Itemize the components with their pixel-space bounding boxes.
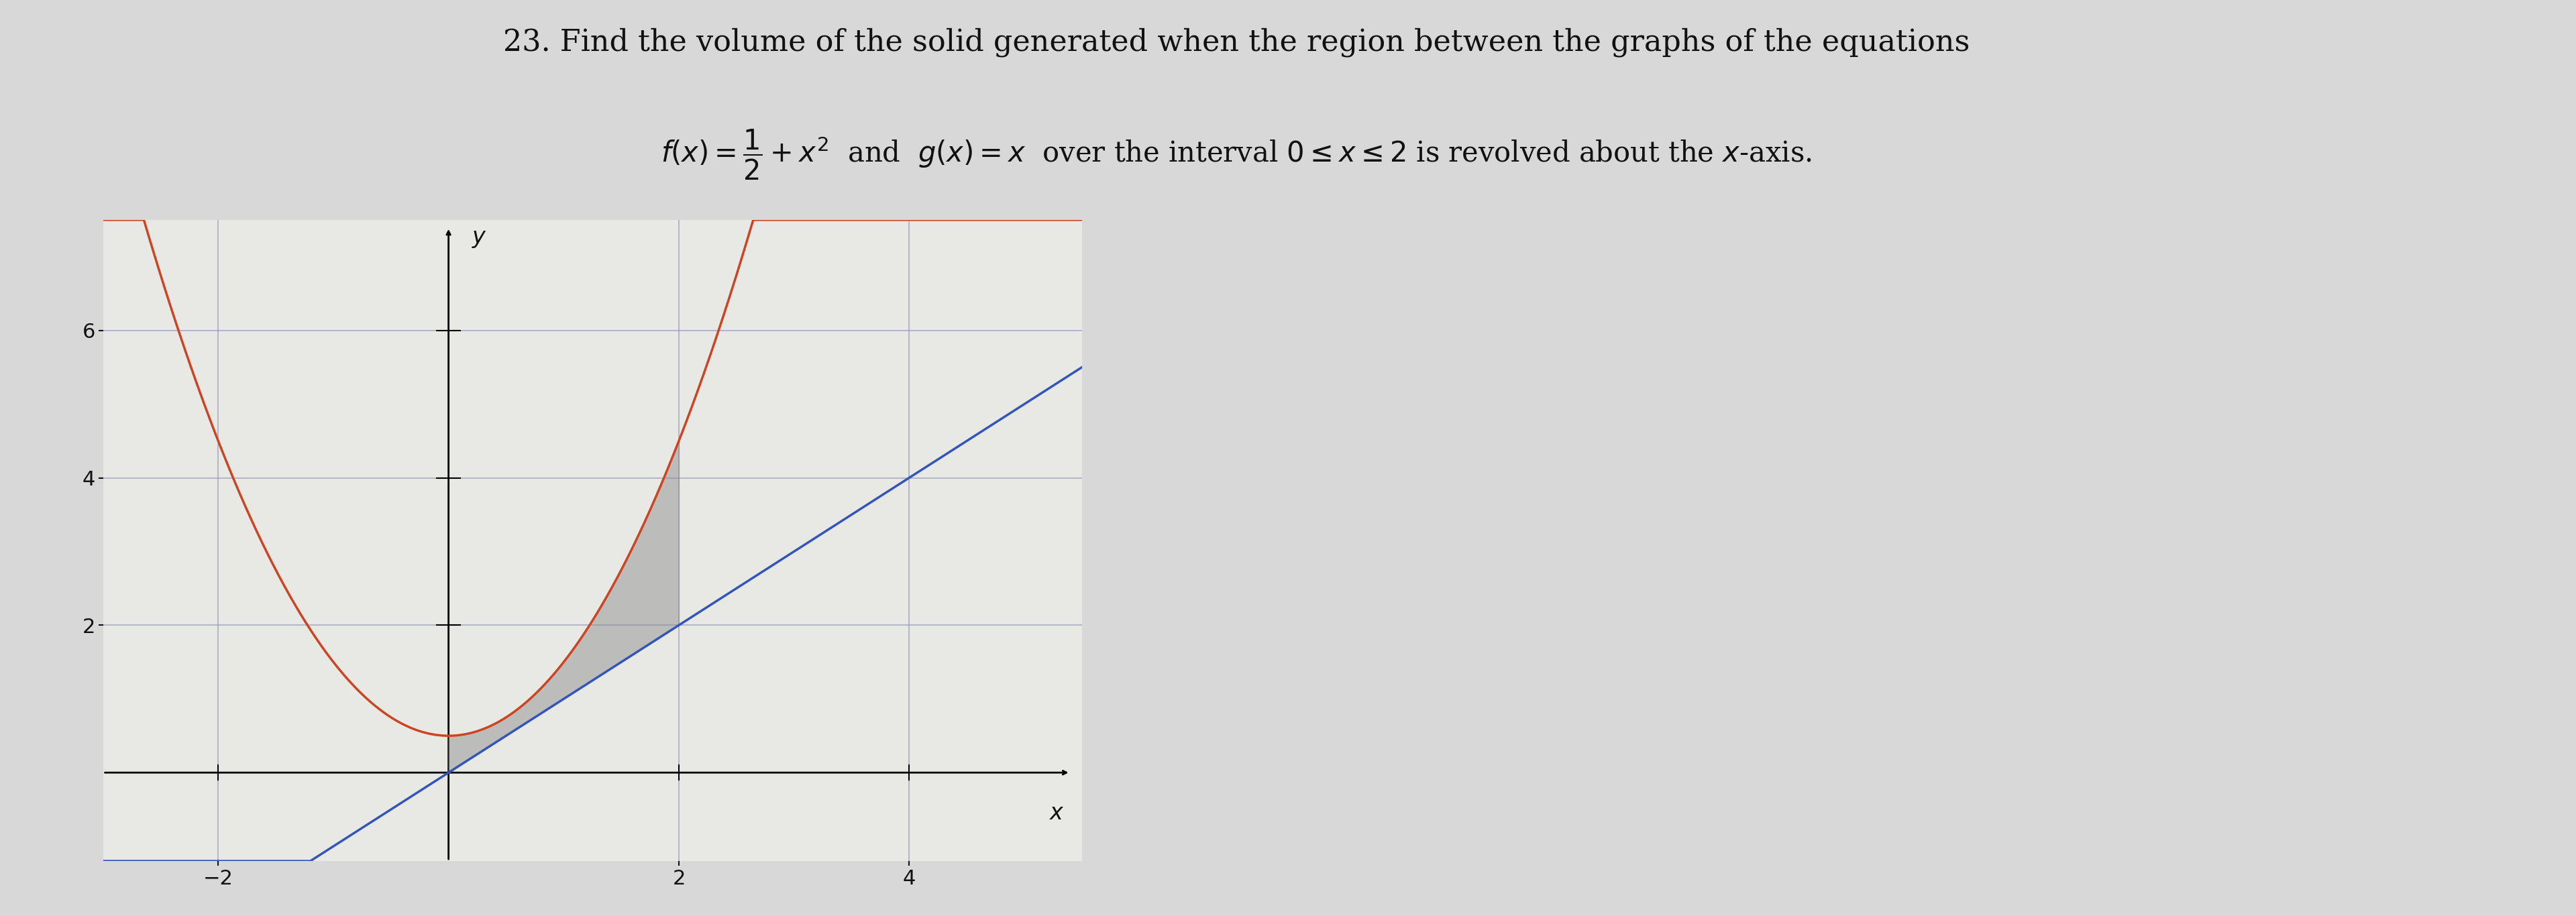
Text: $y$: $y$ (471, 227, 487, 249)
Text: $f(x)=\dfrac{1}{2}+x^2$  and  $g(x)=x$  over the interval $0\leq x\leq 2$ is rev: $f(x)=\dfrac{1}{2}+x^2$ and $g(x)=x$ ove… (662, 128, 1811, 182)
Text: $x$: $x$ (1048, 802, 1064, 824)
Text: 23. Find the volume of the solid generated when the region between the graphs of: 23. Find the volume of the solid generat… (502, 27, 1971, 57)
